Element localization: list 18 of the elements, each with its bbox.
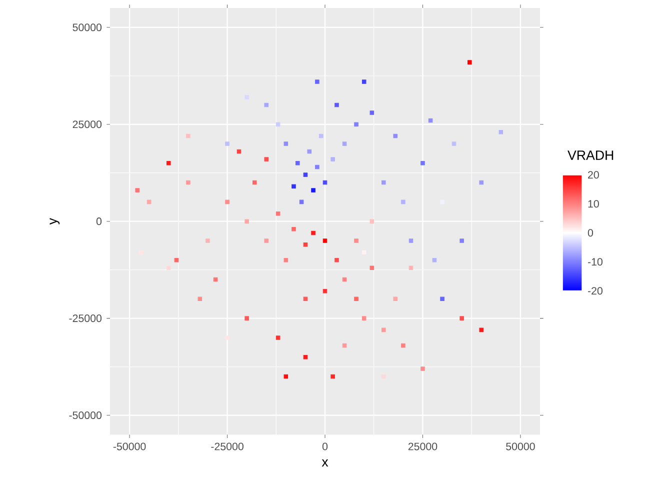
- color-bar-label: 10: [588, 200, 599, 208]
- color-bar-title: VRADH: [568, 150, 614, 160]
- color-bar-label: -20: [588, 287, 602, 295]
- y-axis-title: y: [50, 218, 60, 225]
- y-tick-label: -25000: [69, 314, 102, 322]
- x-tick-label: 50000: [506, 442, 535, 450]
- x-tick-label: -50000: [113, 442, 146, 450]
- x-tick-label: -25000: [211, 442, 244, 450]
- y-tick-label: -50000: [69, 412, 102, 420]
- x-tick-label: 0: [322, 442, 328, 450]
- color-bar-label: 0: [588, 229, 594, 237]
- color-bar-label: -10: [588, 258, 602, 266]
- y-tick-label: 25000: [72, 120, 102, 128]
- y-tick-label: 50000: [72, 24, 102, 32]
- x-tick-label: 25000: [408, 442, 438, 450]
- color-bar-label: 20: [588, 171, 599, 179]
- x-axis-title: x: [322, 459, 328, 466]
- y-tick-label: 0: [96, 218, 102, 226]
